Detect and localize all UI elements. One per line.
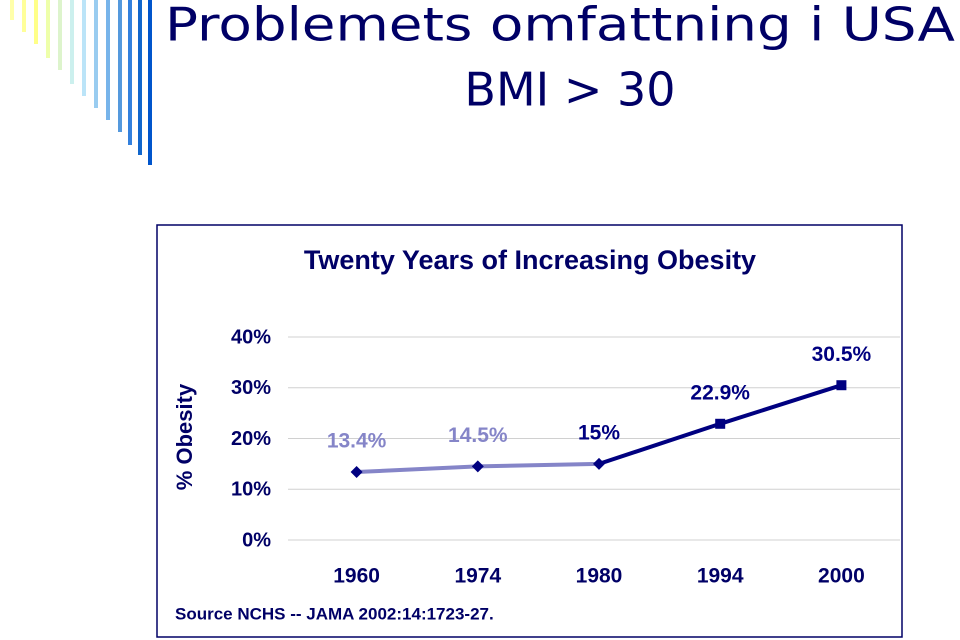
chart-frame	[156, 224, 903, 638]
source-note: Source NCHS -- JAMA 2002:14:1723-27.	[175, 604, 494, 623]
data-label: 15%	[578, 421, 620, 444]
marker	[715, 418, 726, 429]
line-segment	[598, 421, 721, 466]
marker	[350, 465, 363, 478]
data-label: 30.5%	[812, 343, 872, 366]
data-label: 14.5%	[448, 424, 508, 447]
marker	[471, 460, 484, 473]
y-tick-label: 30%	[231, 377, 271, 399]
line-segment	[719, 383, 843, 426]
x-tick-label: 1994	[697, 565, 744, 588]
x-tick-label: 1960	[333, 565, 380, 588]
y-tick-label: 10%	[231, 479, 271, 501]
line-segment	[477, 461, 600, 469]
marker	[593, 457, 605, 470]
x-tick-label: 2000	[818, 565, 865, 588]
slide-title: Problemets omfattning i USA	[165, 0, 956, 52]
x-tick-label: 1974	[454, 565, 501, 588]
data-label: 22.9%	[690, 381, 750, 404]
line-segment	[356, 464, 478, 474]
data-label: 13.4%	[327, 430, 387, 453]
decoration	[10, 0, 152, 165]
x-tick-label: 1980	[576, 565, 623, 588]
chart-title: Twenty Years of Increasing Obesity	[304, 245, 756, 275]
y-tick-label: 0%	[242, 529, 271, 551]
y-axis-label: % Obesity	[172, 383, 197, 490]
slide-subtitle: BMI > 30	[464, 63, 675, 117]
y-tick-label: 40%	[231, 326, 271, 348]
marker	[836, 380, 847, 391]
y-tick-label: 20%	[231, 428, 271, 450]
